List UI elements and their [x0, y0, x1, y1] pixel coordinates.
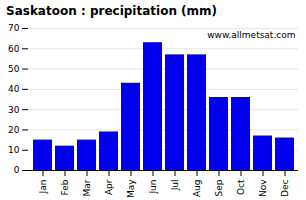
- svg-text:Apr: Apr: [104, 179, 114, 195]
- svg-text:40: 40: [8, 84, 20, 94]
- svg-text:50: 50: [8, 64, 20, 74]
- svg-text:www.allmetsat.com: www.allmetsat.com: [207, 30, 295, 40]
- svg-text:Nov: Nov: [258, 179, 268, 197]
- svg-text:May: May: [126, 179, 136, 198]
- svg-text:Dec: Dec: [280, 179, 290, 196]
- svg-text:Mar: Mar: [82, 179, 92, 196]
- svg-text:Jul: Jul: [170, 180, 180, 192]
- svg-text:0: 0: [14, 165, 20, 175]
- svg-text:Aug: Aug: [192, 180, 202, 198]
- svg-text:Jan: Jan: [38, 180, 48, 195]
- svg-text:70: 70: [8, 23, 20, 33]
- html-text:Saskatoon : precipitation (mm): Saskatoon : precipitation (mm): [6, 4, 218, 18]
- svg-text:60: 60: [8, 44, 20, 54]
- svg-text:Sep: Sep: [214, 179, 224, 196]
- svg-text:Feb: Feb: [60, 179, 70, 195]
- svg-text:20: 20: [8, 125, 20, 135]
- svg-text:10: 10: [8, 145, 20, 155]
- svg-text:30: 30: [8, 105, 20, 115]
- svg-text:Jun: Jun: [148, 180, 158, 195]
- svg-text:Oct: Oct: [236, 179, 246, 195]
